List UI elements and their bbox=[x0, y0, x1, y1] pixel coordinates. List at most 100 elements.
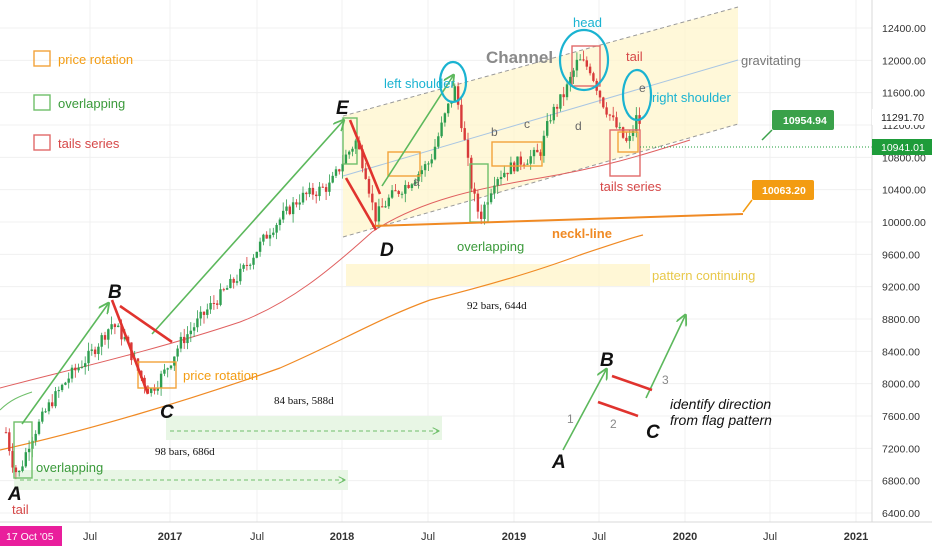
candle-body bbox=[476, 193, 480, 212]
annotation-channel: Channel bbox=[486, 48, 553, 67]
candle-body bbox=[239, 268, 242, 282]
candle-body bbox=[592, 73, 595, 81]
candle-body bbox=[202, 311, 206, 315]
candle-body bbox=[87, 350, 90, 364]
annotation-b: b bbox=[491, 125, 498, 139]
annotation-identify-1: identify direction bbox=[670, 396, 771, 412]
vertical-grid bbox=[89, 0, 857, 522]
candle-body bbox=[579, 59, 582, 61]
candle-body bbox=[97, 346, 100, 355]
price-axis-ticks: 6400.00 6800.00 7200.00 7600.00 8000.00 8400.… bbox=[882, 23, 926, 520]
y-tick-label: 7600.00 bbox=[882, 411, 920, 423]
y-tick-label: 6400.00 bbox=[882, 508, 920, 520]
candle-body bbox=[90, 349, 93, 351]
candle-body bbox=[407, 184, 410, 189]
callout-orange-value: 10063.20 bbox=[762, 185, 806, 197]
candle-body bbox=[51, 402, 54, 407]
pattern-continuing-zone bbox=[346, 264, 650, 286]
candle-body bbox=[351, 148, 354, 152]
candle-body bbox=[605, 107, 608, 115]
candle-body bbox=[341, 163, 344, 172]
candle-body bbox=[433, 146, 437, 160]
candle-body bbox=[397, 191, 400, 195]
x-tick-label: Jul bbox=[83, 531, 97, 543]
candle-body bbox=[585, 60, 588, 67]
candle-body bbox=[150, 388, 153, 394]
candle-body bbox=[156, 387, 159, 391]
candle-body bbox=[631, 130, 635, 136]
candle-body bbox=[532, 149, 536, 157]
candle-body bbox=[275, 224, 278, 233]
candle-body bbox=[430, 159, 433, 164]
candle-body bbox=[120, 325, 123, 340]
candle-body bbox=[242, 264, 245, 269]
candle-body bbox=[232, 278, 235, 283]
callout-green-value: 10954.94 bbox=[783, 115, 827, 127]
candle-body bbox=[321, 186, 324, 188]
pivot-label-e: E bbox=[336, 98, 350, 119]
candle-body bbox=[41, 411, 44, 422]
candle-body bbox=[463, 128, 466, 140]
candle-body bbox=[301, 192, 305, 203]
annotation-pattern-continuing: pattern continuing bbox=[652, 268, 755, 283]
candle-body bbox=[612, 115, 615, 118]
candle-body bbox=[562, 94, 565, 98]
candle-body bbox=[503, 172, 506, 178]
candle-body bbox=[552, 106, 555, 121]
candle-body bbox=[381, 206, 384, 208]
candle-body bbox=[14, 467, 18, 473]
candle-body bbox=[93, 349, 97, 355]
price-axis-background bbox=[872, 0, 932, 522]
candle-body bbox=[348, 151, 351, 155]
candle-body bbox=[64, 382, 67, 385]
y-tick-label: 10800.00 bbox=[882, 152, 926, 164]
rotation-box-series bbox=[617, 131, 639, 153]
candle-body bbox=[169, 365, 173, 369]
x-tick-label: Jul bbox=[421, 531, 435, 543]
candle-body bbox=[60, 384, 64, 391]
shoulder-head-ellipses bbox=[438, 28, 653, 122]
price-label-last-text: 10941.01 bbox=[881, 142, 925, 154]
y-tick-label: 11600.00 bbox=[882, 88, 925, 100]
x-tick-label: Jul bbox=[763, 531, 777, 543]
candle-body bbox=[199, 311, 202, 319]
legend-swatch-tails bbox=[33, 134, 51, 151]
candle-body bbox=[328, 182, 331, 192]
y-tick-label: 9600.00 bbox=[882, 249, 920, 261]
candle-body bbox=[18, 470, 21, 473]
candle-body bbox=[334, 169, 338, 176]
candle-body bbox=[212, 302, 216, 304]
candle-body bbox=[24, 452, 27, 467]
candle-body bbox=[394, 190, 397, 192]
candle-body bbox=[179, 336, 183, 349]
annotation-bars-92: 92 bars, 644d bbox=[467, 300, 527, 312]
annotation-identify-2: from flag pattern bbox=[670, 412, 772, 428]
candle-body bbox=[447, 103, 450, 114]
candle-body bbox=[602, 97, 605, 108]
candle-body bbox=[315, 194, 318, 197]
y-tick-label: 8800.00 bbox=[882, 314, 920, 326]
candle-body bbox=[509, 162, 513, 175]
first-date-label: 17 Oct '05 bbox=[0, 526, 62, 546]
candle-body bbox=[367, 178, 371, 194]
y-tick-label: 8400.00 bbox=[882, 346, 920, 358]
moving-average-orange bbox=[0, 234, 644, 451]
candle-body bbox=[107, 329, 110, 340]
candle-body bbox=[565, 84, 569, 98]
y-tick-label: 9200.00 bbox=[882, 282, 920, 294]
candle-body bbox=[480, 211, 483, 219]
candle-body bbox=[470, 157, 473, 189]
y-tick-label: 12000.00 bbox=[882, 55, 926, 67]
annotation-overlapping-mid: overlapping bbox=[457, 239, 524, 254]
candle-body bbox=[192, 327, 196, 331]
candle-body bbox=[559, 94, 562, 109]
candle-body bbox=[400, 193, 404, 195]
candle-body bbox=[374, 202, 377, 222]
x-tick-label: 2021 bbox=[844, 531, 868, 543]
candle-body bbox=[288, 206, 291, 215]
x-tick-label: Jul bbox=[250, 531, 264, 543]
annotation-right-shoulder: right shoulder bbox=[652, 90, 731, 105]
channel-mid-line bbox=[342, 59, 739, 177]
